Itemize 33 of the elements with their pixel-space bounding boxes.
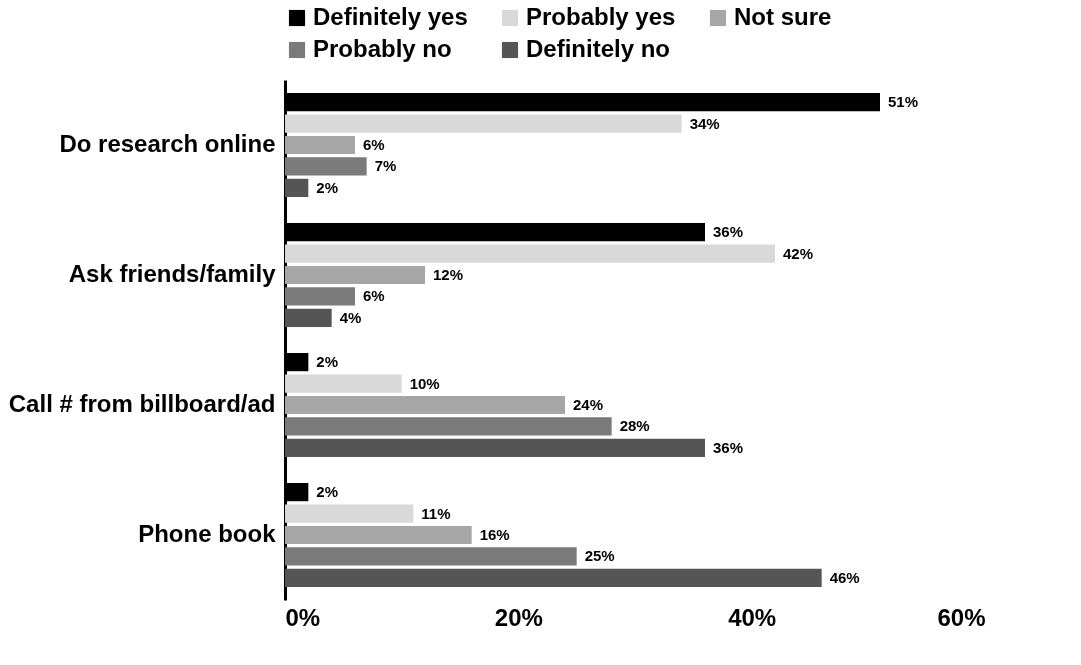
data-label: 4% <box>339 308 362 326</box>
legend-label: Definitely no <box>526 35 671 62</box>
data-label: 16% <box>479 526 510 543</box>
x-tick-label: 60% <box>937 603 986 631</box>
data-label: 12% <box>433 266 464 283</box>
data-label: 6% <box>363 136 385 153</box>
data-label: 42% <box>783 244 814 262</box>
data-label: 34% <box>689 114 720 132</box>
x-tick-label: 0% <box>285 603 321 631</box>
data-label: 7% <box>374 157 397 175</box>
data-label: 6% <box>363 287 385 305</box>
legend-label: Not sure <box>734 3 832 30</box>
data-label: 10% <box>409 374 440 392</box>
data-label: 2% <box>316 483 339 501</box>
data-label: 46% <box>829 568 860 586</box>
data-label: 2% <box>316 178 339 196</box>
x-tick-label: 40% <box>728 603 777 631</box>
data-label: 25% <box>584 547 615 565</box>
x-tick-label: 20% <box>494 603 543 631</box>
y-tick-label: Phone book <box>138 520 277 547</box>
legend-label: Definitely yes <box>313 3 468 30</box>
data-label: 24% <box>573 396 604 413</box>
legend-label: Probably yes <box>526 3 676 30</box>
y-tick-label: Do research online <box>59 130 276 157</box>
legend-label: Probably no <box>313 35 452 62</box>
data-label: 11% <box>421 504 451 522</box>
data-label: 51% <box>888 93 919 111</box>
data-label: 28% <box>619 417 650 435</box>
data-label: 2% <box>316 353 339 371</box>
data-label: 36% <box>713 223 744 241</box>
y-tick-label: Call # from billboard/ad <box>8 390 276 417</box>
data-label: 36% <box>713 438 744 456</box>
y-tick-label: Ask friends/family <box>68 260 277 287</box>
